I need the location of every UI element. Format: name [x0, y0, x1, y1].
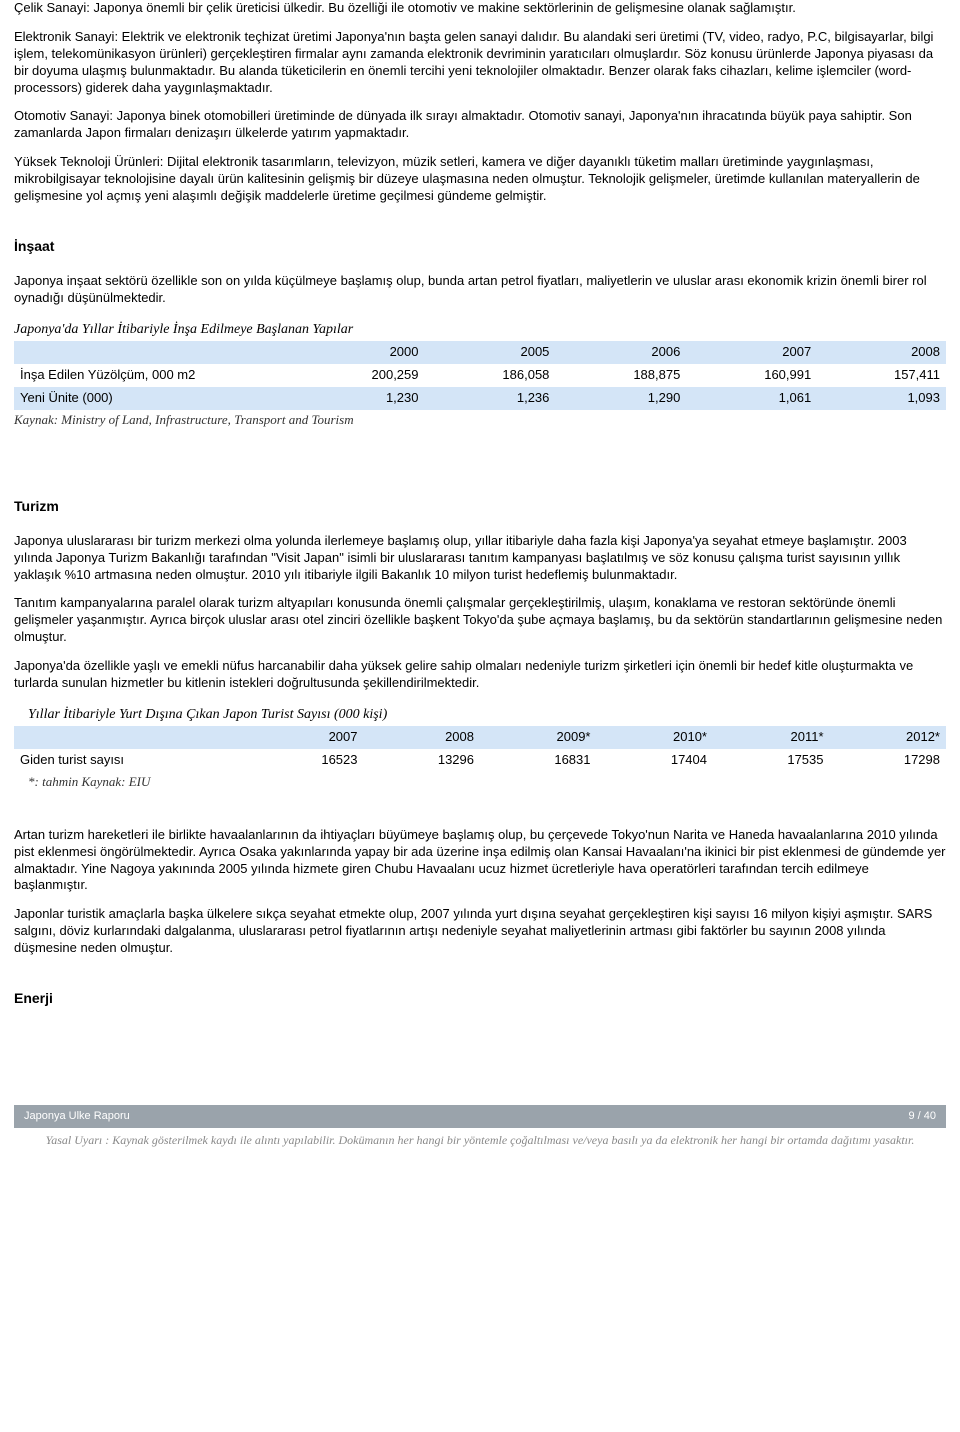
insaat-intro: Japonya inşaat sektörü özellikle son on … — [14, 273, 946, 307]
cell: 17404 — [597, 749, 714, 772]
footer-left: Japonya Ulke Raporu — [24, 1109, 130, 1123]
enerji-heading: Enerji — [14, 989, 946, 1007]
cell: 1,061 — [686, 387, 817, 410]
cell: İnşa Edilen Yüzölçüm, 000 m2 — [14, 364, 294, 387]
cell: 186,058 — [425, 364, 556, 387]
cell: 16523 — [247, 749, 364, 772]
cell: 17298 — [830, 749, 947, 772]
para: Elektronik Sanayi: Elektrik ve elektroni… — [14, 29, 946, 97]
cell: 1,290 — [555, 387, 686, 410]
table-row: Giden turist sayısı 16523 13296 16831 17… — [14, 749, 946, 772]
para: Artan turizm hareketleri ile birlikte ha… — [14, 827, 946, 895]
cell: 1,230 — [294, 387, 425, 410]
th: 2011* — [713, 726, 830, 749]
footer-disclaimer: Yasal Uyarı : Kaynak gösterilmek kaydı i… — [14, 1132, 946, 1148]
footer-bar: Japonya Ulke Raporu 9 / 40 — [14, 1105, 946, 1127]
cell: 160,991 — [686, 364, 817, 387]
para: Çelik Sanayi: Japonya önemli bir çelik ü… — [14, 0, 946, 17]
turizm-source: *: tahmin Kaynak: EIU — [28, 774, 946, 791]
insaat-table: 2000 2005 2006 2007 2008 İnşa Edilen Yüz… — [14, 341, 946, 410]
cell: 17535 — [713, 749, 830, 772]
th: 2007 — [686, 341, 817, 364]
para: Otomotiv Sanayi: Japonya binek otomobill… — [14, 108, 946, 142]
cell: 188,875 — [555, 364, 686, 387]
insaat-heading: İnşaat — [14, 237, 946, 255]
turizm-table-title: Yıllar İtibariyle Yurt Dışına Çıkan Japo… — [28, 706, 946, 724]
para: Japonlar turistik amaçlarla başka ülkele… — [14, 906, 946, 957]
cell: 1,093 — [817, 387, 946, 410]
th: 2000 — [294, 341, 425, 364]
para: Japonya uluslararası bir turizm merkezi … — [14, 533, 946, 584]
th: 2008 — [364, 726, 481, 749]
cell: 1,236 — [425, 387, 556, 410]
th: 2008 — [817, 341, 946, 364]
insaat-source: Kaynak: Ministry of Land, Infrastructure… — [14, 412, 946, 429]
cell: Yeni Ünite (000) — [14, 387, 294, 410]
para: Tanıtım kampanyalarına paralel olarak tu… — [14, 595, 946, 646]
para: Japonya'da özellikle yaşlı ve emekli nüf… — [14, 658, 946, 692]
cell: 16831 — [480, 749, 597, 772]
turizm-heading: Turizm — [14, 497, 946, 515]
cell: 157,411 — [817, 364, 946, 387]
insaat-table-title: Japonya'da Yıllar İtibariyle İnşa Edilme… — [14, 321, 946, 339]
table-row: Yeni Ünite (000) 1,230 1,236 1,290 1,061… — [14, 387, 946, 410]
th: 2007 — [247, 726, 364, 749]
top-paragraphs: Çelik Sanayi: Japonya önemli bir çelik ü… — [14, 0, 946, 205]
th: 2005 — [425, 341, 556, 364]
para: Yüksek Teknoloji Ürünleri: Dijital elekt… — [14, 154, 946, 205]
turizm-table: 2007 2008 2009* 2010* 2011* 2012* Giden … — [14, 726, 946, 772]
cell: 200,259 — [294, 364, 425, 387]
cell: 13296 — [364, 749, 481, 772]
th: 2010* — [597, 726, 714, 749]
th: 2012* — [830, 726, 947, 749]
th: 2009* — [480, 726, 597, 749]
table-row: İnşa Edilen Yüzölçüm, 000 m2 200,259 186… — [14, 364, 946, 387]
cell: Giden turist sayısı — [14, 749, 247, 772]
th: 2006 — [555, 341, 686, 364]
footer-right: 9 / 40 — [908, 1109, 936, 1123]
